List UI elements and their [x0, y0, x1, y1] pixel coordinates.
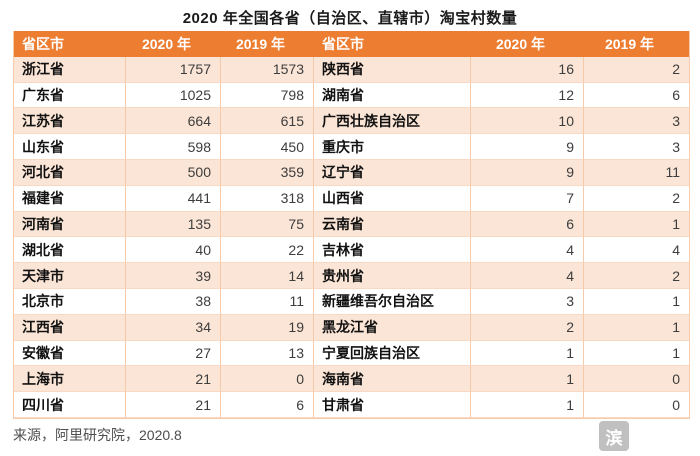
table-cell-value: 34 [126, 314, 221, 341]
table-cell-value: 6 [584, 82, 689, 109]
table-cell-province: 江苏省 [14, 108, 126, 135]
column-header-2020-left: 2020 年 [126, 31, 221, 57]
table-cell-province: 湖北省 [14, 237, 126, 264]
table-cell-value: 22 [221, 237, 314, 264]
table-cell-province: 福建省 [14, 185, 126, 212]
table-cell-province: 广西壮族自治区 [314, 108, 471, 135]
table-cell-value: 1 [584, 340, 689, 367]
table-cell-province: 北京市 [14, 288, 126, 315]
table-cell-value: 441 [126, 185, 221, 212]
table-cell-value: 19 [221, 314, 314, 341]
table-cell-value: 500 [126, 159, 221, 186]
table-cell-province: 河北省 [14, 159, 126, 186]
table-cell-value: 3 [584, 108, 689, 135]
table-cell-value: 11 [584, 159, 689, 186]
table-cell-value: 359 [221, 159, 314, 186]
table-cell-value: 2 [584, 56, 689, 83]
table-cell-province: 重庆市 [314, 134, 471, 160]
table-cell-value: 6 [471, 211, 584, 238]
table-cell-value: 75 [221, 211, 314, 238]
table-cell-value: 1573 [221, 56, 314, 83]
table-cell-value: 2 [584, 185, 689, 212]
table-cell-province: 广东省 [14, 82, 126, 109]
table-cell-value: 4 [471, 263, 584, 289]
table-cell-province: 安徽省 [14, 340, 126, 367]
table-cell-province: 新疆维吾尔自治区 [314, 288, 471, 315]
table-cell-value: 13 [221, 340, 314, 367]
table-cell-value: 12 [471, 82, 584, 109]
table-cell-province: 河南省 [14, 211, 126, 238]
column-header-province-right: 省区市 [314, 31, 471, 57]
table-cell-province: 浙江省 [14, 56, 126, 83]
table-cell-value: 11 [221, 288, 314, 315]
table-cell-value: 135 [126, 211, 221, 238]
table-cell-value: 9 [471, 134, 584, 160]
table-cell-value: 10 [471, 108, 584, 135]
table-cell-value: 6 [221, 392, 314, 418]
table-cell-value: 0 [584, 392, 689, 418]
table-cell-value: 1 [471, 340, 584, 367]
table-cell-province: 陕西省 [314, 56, 471, 83]
table-cell-province: 宁夏回族自治区 [314, 340, 471, 367]
table-cell-province: 贵州省 [314, 263, 471, 289]
table-cell-value: 1 [584, 211, 689, 238]
table-cell-value: 3 [471, 288, 584, 315]
table-cell-province: 湖南省 [314, 82, 471, 109]
table-cell-value: 7 [471, 185, 584, 212]
column-header-2020-right: 2020 年 [471, 31, 584, 57]
table-cell-province: 黑龙江省 [314, 314, 471, 341]
source-note: 来源，阿里研究院，2020.8 [13, 427, 182, 443]
table-cell-province: 山东省 [14, 134, 126, 160]
table-cell-value: 798 [221, 82, 314, 109]
table-cell-value: 615 [221, 108, 314, 135]
table-cell-value: 1 [471, 392, 584, 418]
table-cell-value: 3 [584, 134, 689, 160]
column-header-2019-left: 2019 年 [221, 31, 314, 57]
table-cell-province: 四川省 [14, 392, 126, 418]
table-cell-value: 1757 [126, 56, 221, 83]
table-cell-province: 天津市 [14, 263, 126, 289]
table-cell-province: 海南省 [314, 366, 471, 393]
table-cell-province: 甘肃省 [314, 392, 471, 418]
column-header-province-left: 省区市 [14, 31, 126, 57]
table-cell-value: 318 [221, 185, 314, 212]
table-cell-value: 1 [584, 314, 689, 341]
table-cell-value: 2 [471, 314, 584, 341]
table-cell-province: 辽宁省 [314, 159, 471, 186]
table-cell-value: 1025 [126, 82, 221, 109]
table-cell-value: 598 [126, 134, 221, 160]
table-cell-value: 9 [471, 159, 584, 186]
page-title: 2020 年全国各省（自治区、直辖市）淘宝村数量 [182, 10, 518, 27]
taobao-village-table: 省区市 2020 年 2019 年 省区市 2020 年 2019 年 浙江省 1… [13, 31, 690, 419]
table-cell-value: 664 [126, 108, 221, 135]
table-cell-province: 江西省 [14, 314, 126, 341]
watermark-glyph: 滨 [605, 428, 623, 448]
table-cell-value: 1 [471, 366, 584, 393]
table-cell-province: 吉林省 [314, 237, 471, 264]
table-cell-province: 上海市 [14, 366, 126, 393]
table-cell-value: 450 [221, 134, 314, 160]
table-cell-value: 2 [584, 263, 689, 289]
watermark-logo-icon: 滨 [599, 421, 629, 451]
table-cell-province: 云南省 [314, 211, 471, 238]
table-cell-value: 1 [584, 288, 689, 315]
table-cell-value: 40 [126, 237, 221, 264]
column-header-2019-right: 2019 年 [584, 31, 689, 57]
table-cell-province: 山西省 [314, 185, 471, 212]
table-cell-value: 27 [126, 340, 221, 367]
table-cell-value: 21 [126, 392, 221, 418]
table-cell-value: 16 [471, 56, 584, 83]
table-cell-value: 4 [471, 237, 584, 264]
table-cell-value: 38 [126, 288, 221, 315]
table-cell-value: 14 [221, 263, 314, 289]
table-cell-value: 0 [584, 366, 689, 393]
table-cell-value: 4 [584, 237, 689, 264]
table-cell-value: 39 [126, 263, 221, 289]
table-cell-value: 21 [126, 366, 221, 393]
table-cell-value: 0 [221, 366, 314, 393]
